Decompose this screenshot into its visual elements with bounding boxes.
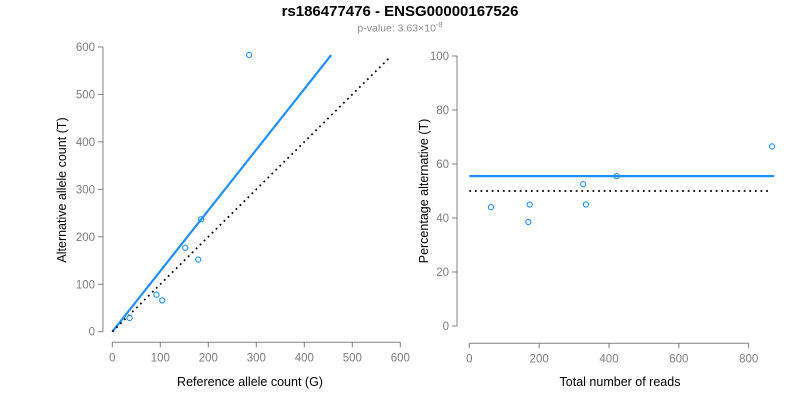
data-point [245, 51, 253, 59]
y-axis-title: Percentage alternative (T) [417, 119, 431, 264]
data-point [580, 181, 587, 188]
data-point [613, 172, 620, 180]
y-tick-label: 300 [76, 184, 95, 196]
plot-subtitle: p-value: 3.63×10-8 [0, 20, 800, 35]
data-point [525, 218, 532, 226]
data-point [582, 201, 590, 208]
x-tick-label: 600 [669, 353, 688, 365]
x-tick-label: 600 [391, 352, 410, 364]
data-point [153, 291, 160, 298]
y-tick-label: 600 [76, 42, 95, 54]
y-tick-label: 500 [76, 89, 95, 101]
y-tick-label: 0 [89, 327, 95, 339]
y-axis-title: Alternative allele count (T) [55, 117, 69, 262]
y-tick-label: 400 [76, 137, 95, 149]
data-point [182, 244, 189, 251]
x-tick-label: 800 [739, 353, 758, 365]
x-tick-label: 0 [109, 352, 115, 364]
pvalue-exponent: -8 [435, 20, 443, 29]
x-tick-label: 200 [199, 352, 218, 364]
x-axis-title: Reference allele count (G) [177, 375, 323, 389]
y-tick-label: 0 [443, 321, 449, 333]
x-tick-label: 500 [343, 352, 362, 364]
allele-count-scatter: 0 100 200 300 400 500 600 0 100 200 300 400 500 600 Re… [55, 42, 410, 389]
data-point [768, 143, 776, 150]
data-point [126, 314, 133, 322]
data-point [526, 201, 533, 208]
x-tick-label: 200 [530, 353, 549, 365]
data-point [195, 256, 202, 263]
y-tick-label: 200 [76, 232, 95, 244]
pvalue-text: p-value: 3.63×10 [357, 22, 436, 35]
x-tick-label: 400 [295, 352, 314, 364]
plot-title: rs186477476 - ENSG00000167526 [281, 3, 519, 20]
x-tick-label: 0 [466, 353, 472, 365]
x-tick-label: 300 [247, 352, 266, 364]
y-tick-label: 40 [436, 213, 449, 225]
y-tick-label: 60 [436, 159, 449, 171]
x-axis-title: Total number of reads [560, 375, 681, 389]
identity-line [111, 55, 392, 333]
x-tick-label: 400 [599, 353, 618, 365]
fit-line [111, 54, 333, 333]
data-point [197, 216, 205, 223]
y-tick-label: 80 [436, 105, 449, 117]
y-tick-label: 20 [436, 267, 449, 279]
percentage-alternative-scatter: 0 200 400 600 800 0 20 40 60 80 100 Total number of… [417, 51, 776, 389]
y-tick-label: 100 [430, 51, 449, 63]
data-point [487, 204, 495, 211]
data-point [159, 297, 166, 304]
x-tick-label: 100 [151, 352, 170, 364]
y-tick-label: 100 [76, 279, 95, 291]
